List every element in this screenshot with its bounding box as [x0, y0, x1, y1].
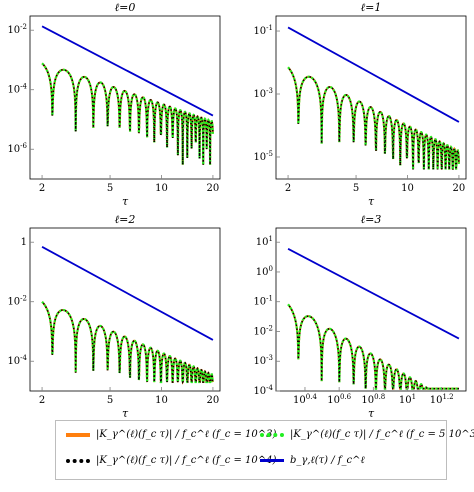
- x-tick-label: 2: [39, 183, 45, 194]
- plot-frame: [275, 227, 467, 392]
- plot-frame: [29, 15, 221, 180]
- plot-area: [287, 26, 461, 170]
- series-bound: [41, 246, 214, 341]
- legend-item-bound: b_γ,ℓ(τ) / f_c^ℓ: [260, 455, 365, 466]
- series-bound: [287, 26, 460, 123]
- x-tick-label: 20: [453, 183, 466, 194]
- y-tick-label: 10-4: [253, 384, 273, 397]
- green-dotted-line-icon: [260, 432, 284, 437]
- orange-line-icon: [66, 432, 90, 437]
- plot-area: [41, 246, 215, 385]
- x-axis-label: τ: [368, 407, 375, 420]
- y-tick-label: 10-4: [7, 83, 27, 96]
- y-tick-label: 10-6: [7, 142, 27, 155]
- x-tick-label: 20: [207, 183, 220, 194]
- x-tick-label: 100.4: [293, 393, 317, 406]
- y-tick-label: 101: [256, 235, 273, 248]
- series-fc-5e3: [41, 300, 215, 385]
- chart-panel-1: ℓ=1 τ 2 5 10 20 10-1 10-3 10-5: [253, 1, 467, 208]
- series-bound: [41, 25, 214, 117]
- legend-item-fc-1e3: |K_γ^(ℓ)(f_c τ)| / f_c^ℓ (f_c = 10^3): [66, 429, 276, 440]
- y-tick-label: 1: [21, 237, 27, 248]
- chart-title: ℓ=1: [361, 1, 382, 14]
- chart-title: ℓ=2: [115, 213, 136, 226]
- series-fc-1e4: [287, 303, 459, 390]
- x-axis-label: τ: [368, 195, 375, 208]
- y-tick-label: 10-2: [253, 324, 273, 337]
- x-axis-label: τ: [122, 195, 129, 208]
- plot-area: [287, 248, 460, 390]
- y-tick-label: 10-4: [7, 354, 27, 367]
- legend-item-fc-1e4: |K_γ^(ℓ)(f_c τ)| / f_c^ℓ (f_c = 10^4): [66, 455, 276, 466]
- series-fc-5e3: [287, 66, 461, 170]
- legend: |K_γ^(ℓ)(f_c τ)| / f_c^ℓ (f_c = 10^3) |K…: [55, 420, 474, 480]
- x-tick-label: 20: [207, 395, 220, 406]
- series-fc-1e4: [41, 62, 214, 165]
- chart-panel-0: ℓ=0 τ 2 5 10 20 10-2 10-4 10-6: [7, 1, 221, 208]
- x-tick-label: 101: [399, 393, 416, 406]
- x-tick-label: 10: [155, 395, 168, 406]
- series-bound: [287, 248, 460, 340]
- chart-title: ℓ=3: [361, 213, 382, 226]
- x-tick-label: 101.2: [430, 393, 454, 406]
- chart-panel-2: ℓ=2 τ 2 5 10 20 1 10-2 10-4: [7, 213, 221, 420]
- x-tick-label: 2: [39, 395, 45, 406]
- y-tick-label: 10-2: [7, 295, 27, 308]
- plot-frame: [275, 15, 467, 180]
- legend-label: |K_γ^(ℓ)(f_c τ)| / f_c^ℓ (f_c = 10^3): [96, 429, 277, 440]
- x-tick-label: 2: [285, 183, 291, 194]
- series-fc-5e3: [41, 62, 215, 165]
- x-tick-label: 5: [107, 183, 113, 194]
- blue-line-icon: [260, 459, 284, 462]
- x-tick-label: 10: [401, 183, 414, 194]
- y-tick-label: 100: [256, 265, 273, 278]
- chart-panel-3: ℓ=3 τ 100.4 100.6 100.8 101 101.2 101 100 10-1 10-…: [253, 213, 467, 420]
- legend-label: |K_γ^(ℓ)(f_c τ)| / f_c^ℓ (f_c = 10^4): [96, 455, 277, 466]
- black-dotted-line-icon: [66, 458, 90, 463]
- legend-label: b_γ,ℓ(τ) / f_c^ℓ: [290, 455, 365, 466]
- legend-label: |K_γ^(ℓ)(f_c τ)| / f_c^ℓ (f_c = 5 10^3): [290, 429, 474, 440]
- x-tick-label: 5: [107, 395, 113, 406]
- plot-area: [41, 25, 215, 165]
- x-tick-label: 10: [155, 183, 168, 194]
- series-fc-1e4: [41, 301, 214, 385]
- y-tick-label: 10-5: [253, 150, 273, 163]
- y-tick-label: 10-1: [253, 295, 273, 308]
- y-tick-label: 10-2: [7, 23, 27, 36]
- y-tick-label: 10-3: [253, 354, 273, 367]
- y-tick-label: 10-1: [253, 24, 273, 37]
- x-tick-label: 5: [353, 183, 359, 194]
- legend-item-fc-5e3: |K_γ^(ℓ)(f_c τ)| / f_c^ℓ (f_c = 5 10^3): [260, 429, 474, 440]
- chart-title: ℓ=0: [115, 1, 136, 14]
- x-tick-label: 100.6: [327, 393, 351, 406]
- plot-frame: [29, 227, 221, 392]
- x-tick-label: 100.8: [361, 393, 385, 406]
- series-fc-1e3: [287, 303, 459, 390]
- y-tick-label: 10-3: [253, 87, 273, 100]
- series-fc-5e3: [287, 303, 459, 390]
- x-axis-label: τ: [122, 407, 129, 420]
